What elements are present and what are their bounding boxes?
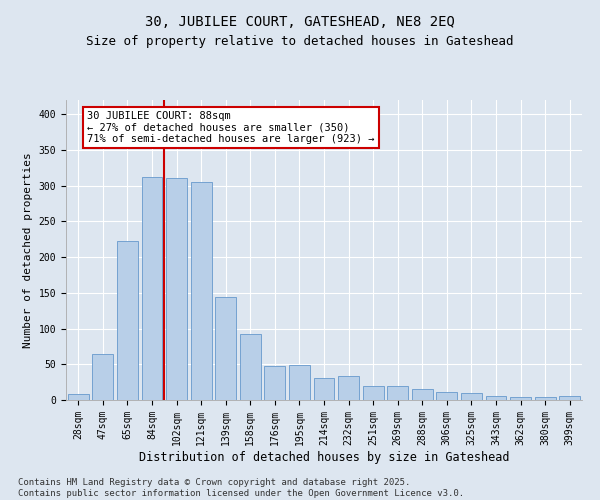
Bar: [485, 396, 506, 400]
Bar: [289, 365, 310, 400]
Text: 30 JUBILEE COURT: 88sqm
← 27% of detached houses are smaller (350)
71% of semi-d: 30 JUBILEE COURT: 88sqm ← 27% of detache…: [87, 110, 374, 144]
Y-axis label: Number of detached properties: Number of detached properties: [23, 152, 33, 348]
Bar: [387, 386, 408, 400]
Bar: [436, 392, 457, 400]
Bar: [166, 178, 187, 400]
Bar: [461, 393, 482, 400]
Bar: [314, 378, 334, 400]
Bar: [412, 390, 433, 400]
Bar: [117, 242, 138, 400]
Bar: [68, 394, 89, 400]
Bar: [142, 177, 163, 400]
Bar: [338, 376, 359, 400]
Bar: [240, 334, 261, 400]
Bar: [559, 396, 580, 400]
Text: Contains HM Land Registry data © Crown copyright and database right 2025.
Contai: Contains HM Land Registry data © Crown c…: [18, 478, 464, 498]
Bar: [92, 354, 113, 400]
Bar: [362, 386, 383, 400]
Bar: [510, 397, 531, 400]
Bar: [535, 397, 556, 400]
X-axis label: Distribution of detached houses by size in Gateshead: Distribution of detached houses by size …: [139, 450, 509, 464]
Bar: [215, 297, 236, 400]
Text: 30, JUBILEE COURT, GATESHEAD, NE8 2EQ: 30, JUBILEE COURT, GATESHEAD, NE8 2EQ: [145, 15, 455, 29]
Text: Size of property relative to detached houses in Gateshead: Size of property relative to detached ho…: [86, 35, 514, 48]
Bar: [191, 182, 212, 400]
Bar: [265, 366, 286, 400]
